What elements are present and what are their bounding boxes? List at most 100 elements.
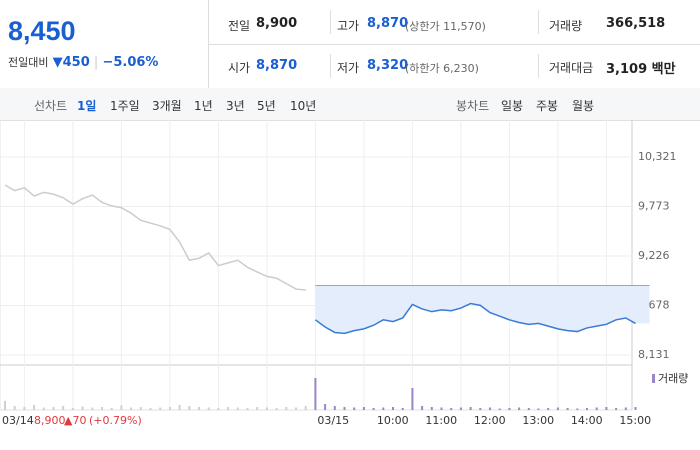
volume-bar — [120, 405, 123, 410]
volume-bar — [265, 407, 268, 410]
stat-value: 8,870 — [256, 58, 298, 73]
volume-bar — [91, 407, 94, 410]
period-tab[interactable]: 1일 — [77, 99, 97, 113]
period-tab[interactable]: 3년 — [226, 99, 245, 113]
change-row: 전일대비 ▼450 | −5.06% — [8, 55, 159, 70]
x-tick-label: 03/15 — [317, 414, 349, 427]
volume-bar — [469, 407, 472, 410]
volume-bar — [411, 388, 414, 410]
x-tick-label: 10:00 — [377, 414, 409, 427]
volume-bar — [168, 407, 171, 410]
volume-bar — [537, 408, 540, 410]
volume-bar — [556, 407, 559, 410]
volume-bar — [207, 407, 210, 410]
volume-bar — [130, 407, 133, 410]
period-tab[interactable]: 1년 — [194, 99, 213, 113]
volume-bar — [508, 408, 511, 410]
volume-bar — [479, 408, 482, 410]
stat-label: 전일 — [228, 19, 251, 33]
candle-chart-label: 봉차트 — [456, 99, 490, 113]
stat-value: 8,900 — [256, 16, 298, 31]
volume-bar — [4, 401, 6, 410]
candle-tab[interactable]: 주봉 — [536, 99, 559, 113]
period-tabs: 선차트 1일 1주일 3개월 1년 3년 5년 10년 봉차트 일봉 주봉 월봉 — [0, 88, 700, 121]
volume-bar — [198, 407, 200, 410]
x-tick-label: 15:00 — [619, 414, 651, 427]
volume-bar — [421, 406, 424, 410]
volume-bar — [459, 407, 462, 410]
price-line — [314, 302, 636, 335]
volume-bar — [333, 406, 336, 410]
volume-bar — [33, 405, 36, 410]
stat-value: 8,870 — [367, 16, 409, 31]
volume-bar — [430, 407, 433, 410]
volume-bar — [440, 407, 443, 410]
volume-bar — [304, 406, 307, 410]
line-chart-label: 선차트 — [34, 99, 68, 113]
volume-bar — [401, 408, 404, 410]
volume-bar — [23, 407, 26, 410]
y-tick-label: 9,226 — [638, 249, 670, 262]
period-tab[interactable]: 5년 — [257, 99, 276, 113]
volume-bar — [372, 408, 375, 410]
period-tab[interactable]: 10년 — [290, 99, 317, 113]
volume-bar — [634, 407, 637, 410]
volume-bar — [42, 407, 45, 410]
volume-bar — [343, 407, 346, 410]
volume-legend: 거래량 — [658, 372, 688, 385]
volume-bar — [324, 404, 327, 410]
volume-bar — [450, 408, 453, 410]
volume-bar — [178, 405, 181, 410]
stat-label: 시가 — [228, 61, 251, 75]
volume-bar — [605, 407, 608, 410]
volume-bar — [314, 378, 317, 410]
volume-bar — [527, 408, 530, 410]
stat-note: (상한가 11,570) — [405, 20, 486, 33]
y-tick-label: 9,773 — [638, 200, 670, 213]
volume-bar — [256, 407, 259, 410]
change: ▼450 — [52, 55, 90, 70]
plot-frame — [0, 120, 633, 411]
volume-bar — [139, 407, 142, 410]
volume-bar — [149, 408, 152, 410]
volume-bar — [392, 407, 394, 410]
period-tab[interactable]: 1주일 — [110, 99, 140, 113]
volume-bar — [353, 407, 356, 410]
volume-bar — [382, 407, 385, 410]
volume-bar — [576, 408, 579, 410]
candle-tab[interactable]: 일봉 — [501, 99, 524, 113]
volume-bar — [489, 407, 491, 410]
period-tab[interactable]: 3개월 — [152, 99, 182, 113]
volume-bar — [566, 408, 569, 410]
x-tick-label: 13:00 — [522, 414, 554, 427]
volume-bar — [295, 407, 297, 410]
volume-legend-swatch — [652, 374, 655, 383]
x-tick-label: 03/14 — [2, 414, 34, 427]
x-tick-label: 11:00 — [425, 414, 457, 427]
stat-value: 8,320 — [367, 58, 409, 73]
prev-change: ▲70 — [64, 414, 86, 427]
change-label: 전일대비 — [8, 56, 49, 69]
x-tick-label: 14:00 — [571, 414, 603, 427]
stat-label: 거래량 — [549, 19, 583, 33]
volume-bar — [110, 408, 113, 410]
volume-bar — [188, 406, 191, 410]
price-line — [4, 184, 306, 291]
stat-note: (하한가 6,230) — [405, 62, 479, 75]
volume-bar — [615, 408, 618, 410]
current-price: 8,450 — [8, 16, 76, 46]
volume-bar — [595, 407, 598, 410]
prev-change-rate: (+0.79%) — [89, 414, 142, 427]
candle-tab[interactable]: 월봉 — [572, 99, 595, 113]
stat-label: 저가 — [337, 61, 360, 75]
volume-bar — [227, 407, 230, 410]
volume-bar — [285, 407, 288, 410]
volume-bar — [518, 407, 521, 410]
volume-bar — [498, 408, 501, 410]
x-tick-label: 12:00 — [474, 414, 506, 427]
volume-bar — [236, 407, 239, 410]
volume-bar — [71, 408, 74, 410]
volume-bar — [13, 406, 16, 410]
